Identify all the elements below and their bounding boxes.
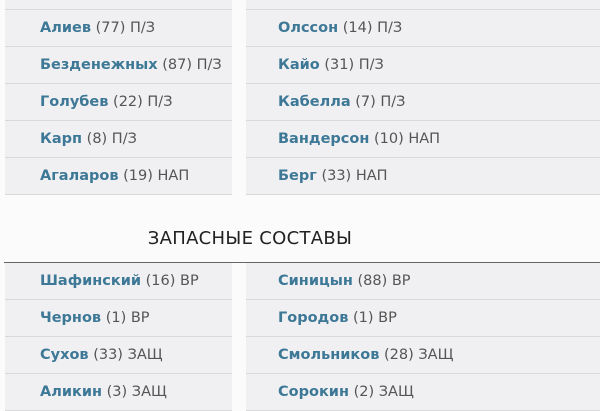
player-row: Кайо (31) П/З bbox=[246, 47, 600, 84]
player-name-link[interactable]: Чернов bbox=[40, 310, 102, 326]
player-number-position: (16) ВР bbox=[145, 273, 199, 289]
player-name-link[interactable]: Карп bbox=[40, 131, 83, 147]
player-name-link[interactable]: Безденежных bbox=[40, 57, 158, 73]
player-row: Алиев (77) П/З bbox=[5, 10, 232, 47]
player-entry: Смольников (28) ЗАЩ bbox=[246, 347, 453, 363]
player-row: Безденежных (87) П/З bbox=[5, 47, 232, 84]
reserves-heading: ЗАПАСНЫЕ СОСТАВЫ bbox=[147, 228, 353, 249]
player-entry: Синицын (88) ВР bbox=[246, 273, 411, 289]
player-number-position: (31) П/З bbox=[324, 57, 384, 73]
player-row: Аликин (3) ЗАЩ bbox=[5, 374, 232, 411]
player-name-link[interactable]: Аликин bbox=[40, 384, 103, 400]
player-row: Олссон (14) П/З bbox=[246, 10, 600, 47]
player-number-position: (2) ЗАЩ bbox=[353, 384, 414, 400]
player-row: Вандерсон (10) НАП bbox=[246, 121, 600, 158]
player-entry: Безденежных (87) П/З bbox=[5, 57, 222, 73]
player-entry: Агаларов (19) НАП bbox=[5, 168, 189, 184]
player-row: Городов (1) ВР bbox=[246, 300, 600, 337]
player-number-position: (77) П/З bbox=[95, 20, 156, 36]
player-entry: Карп (8) П/З bbox=[5, 131, 137, 147]
cut-off-row bbox=[246, 0, 600, 10]
player-name-link[interactable]: Сорокин bbox=[278, 384, 349, 400]
player-entry: Чернов (1) ВР bbox=[5, 310, 150, 326]
player-number-position: (22) П/З bbox=[113, 94, 173, 110]
player-row: Берг (33) НАП bbox=[246, 158, 600, 195]
player-entry: Городов (1) ВР bbox=[246, 310, 397, 326]
player-row: Чернов (1) ВР bbox=[5, 300, 232, 337]
cut-off-row bbox=[5, 0, 232, 10]
player-entry: Кайо (31) П/З bbox=[246, 57, 384, 73]
player-number-position: (1) ВР bbox=[353, 310, 397, 326]
player-name-link[interactable]: Вандерсон bbox=[278, 131, 370, 147]
player-row: Синицын (88) ВР bbox=[246, 263, 600, 300]
player-number-position: (28) ЗАЩ bbox=[384, 347, 454, 363]
player-row: Смольников (28) ЗАЩ bbox=[246, 337, 600, 374]
player-row: Голубев (22) П/З bbox=[5, 84, 232, 121]
player-name-link[interactable]: Шафинский bbox=[40, 273, 142, 289]
player-number-position: (1) ВР bbox=[105, 310, 150, 326]
player-row: Карп (8) П/З bbox=[5, 121, 232, 158]
player-number-position: (19) НАП bbox=[123, 168, 190, 184]
player-name-link[interactable]: Олссон bbox=[278, 20, 339, 36]
player-number-position: (87) П/З bbox=[162, 57, 222, 73]
player-name-link[interactable]: Агаларов bbox=[40, 168, 119, 184]
player-row: Сухов (33) ЗАЩ bbox=[5, 337, 232, 374]
starting-left-column: Алиев (77) П/З Безденежных (87) П/З Голубе… bbox=[5, 0, 232, 195]
player-name-link[interactable]: Синицын bbox=[278, 273, 353, 289]
player-entry: Кабелла (7) П/З bbox=[246, 94, 405, 110]
player-entry: Аликин (3) ЗАЩ bbox=[5, 384, 167, 400]
player-number-position: (33) НАП bbox=[321, 168, 388, 184]
player-name-link[interactable]: Алиев bbox=[40, 20, 92, 36]
player-name-link[interactable]: Сухов bbox=[40, 347, 89, 363]
player-number-position: (10) НАП bbox=[373, 131, 441, 147]
player-name-link[interactable]: Кайо bbox=[278, 57, 320, 73]
player-row: Агаларов (19) НАП bbox=[5, 158, 232, 195]
player-number-position: (14) П/З bbox=[342, 20, 403, 36]
player-number-position: (33) ЗАЩ bbox=[93, 347, 163, 363]
starting-right-column: Олссон (14) П/З Кайо (31) П/З Кабелла (7) … bbox=[246, 0, 600, 195]
player-number-position: (8) П/З bbox=[86, 131, 137, 147]
player-name-link[interactable]: Смольников bbox=[278, 347, 380, 363]
player-name-link[interactable]: Берг bbox=[278, 168, 317, 184]
player-entry: Сухов (33) ЗАЩ bbox=[5, 347, 163, 363]
player-name-link[interactable]: Голубев bbox=[40, 94, 109, 110]
divider bbox=[4, 262, 600, 263]
player-row: Сорокин (2) ЗАЩ bbox=[246, 374, 600, 411]
reserves-right-column: Синицын (88) ВР Городов (1) ВР Смольников … bbox=[246, 263, 600, 411]
player-number-position: (7) П/З bbox=[355, 94, 406, 110]
player-entry: Вандерсон (10) НАП bbox=[246, 131, 440, 147]
player-row: Шафинский (16) ВР bbox=[5, 263, 232, 300]
player-name-link[interactable]: Городов bbox=[278, 310, 349, 326]
player-entry: Голубев (22) П/З bbox=[5, 94, 173, 110]
player-name-link[interactable]: Кабелла bbox=[278, 94, 351, 110]
player-entry: Берг (33) НАП bbox=[246, 168, 388, 184]
player-entry: Сорокин (2) ЗАЩ bbox=[246, 384, 414, 400]
player-entry: Олссон (14) П/З bbox=[246, 20, 402, 36]
player-number-position: (3) ЗАЩ bbox=[106, 384, 167, 400]
player-number-position: (88) ВР bbox=[357, 273, 411, 289]
reserves-left-column: Шафинский (16) ВР Чернов (1) ВР Сухов (33)… bbox=[5, 263, 232, 411]
player-entry: Шафинский (16) ВР bbox=[5, 273, 199, 289]
player-row: Кабелла (7) П/З bbox=[246, 84, 600, 121]
player-entry: Алиев (77) П/З bbox=[5, 20, 155, 36]
